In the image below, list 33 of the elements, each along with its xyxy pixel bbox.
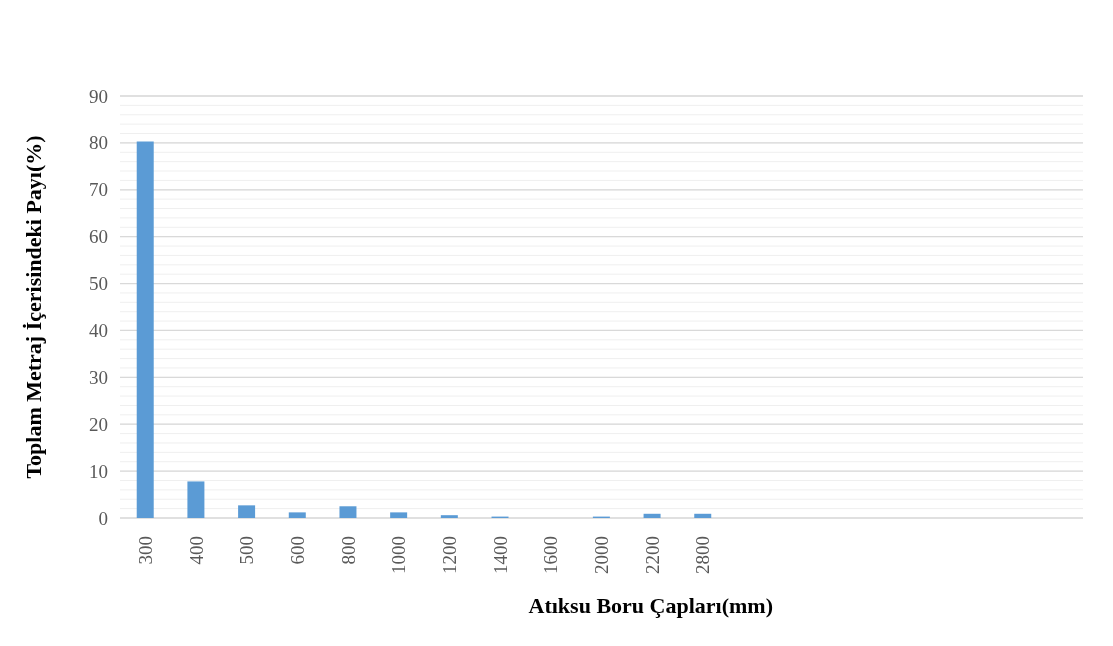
x-tick-label: 2200	[641, 536, 663, 574]
bar	[390, 512, 408, 518]
y-tick-label: 60	[89, 226, 108, 248]
y-tick-label: 20	[89, 413, 108, 435]
x-tick-label: 2000	[591, 536, 612, 574]
bar	[238, 505, 256, 518]
y-tick-label: 90	[89, 85, 108, 107]
x-tick-label: 1000	[388, 536, 410, 574]
bar	[339, 506, 357, 518]
x-tick-label: 300	[134, 536, 156, 565]
y-tick-label: 80	[89, 132, 108, 154]
x-tick-label: 1200	[438, 536, 460, 574]
x-tick-label: 2800	[692, 536, 714, 574]
y-tick-label: 40	[89, 319, 108, 341]
bar	[440, 515, 458, 518]
x-tick-label: 1400	[489, 536, 511, 574]
x-tick-label: 1600	[540, 536, 562, 574]
bar	[187, 481, 205, 518]
x-tick-label: 800	[337, 536, 359, 565]
y-tick-label: 10	[89, 460, 108, 482]
bar	[643, 513, 661, 518]
x-tick-label: 400	[185, 536, 207, 565]
y-tick-label: 0	[98, 507, 108, 529]
bar	[694, 513, 712, 518]
bar	[288, 512, 306, 518]
x-tick-label: 600	[286, 536, 308, 565]
x-tick-label: 500	[236, 536, 258, 565]
y-tick-label: 70	[89, 179, 108, 201]
y-axis-title: Toplam Metraj İçerisindeki Payı(%)	[20, 135, 46, 479]
y-tick-label: 50	[89, 273, 108, 295]
y-tick-label: 30	[89, 366, 108, 388]
x-axis-title: Atıksu Boru Çapları(mm)	[528, 593, 773, 618]
bar	[136, 141, 154, 518]
